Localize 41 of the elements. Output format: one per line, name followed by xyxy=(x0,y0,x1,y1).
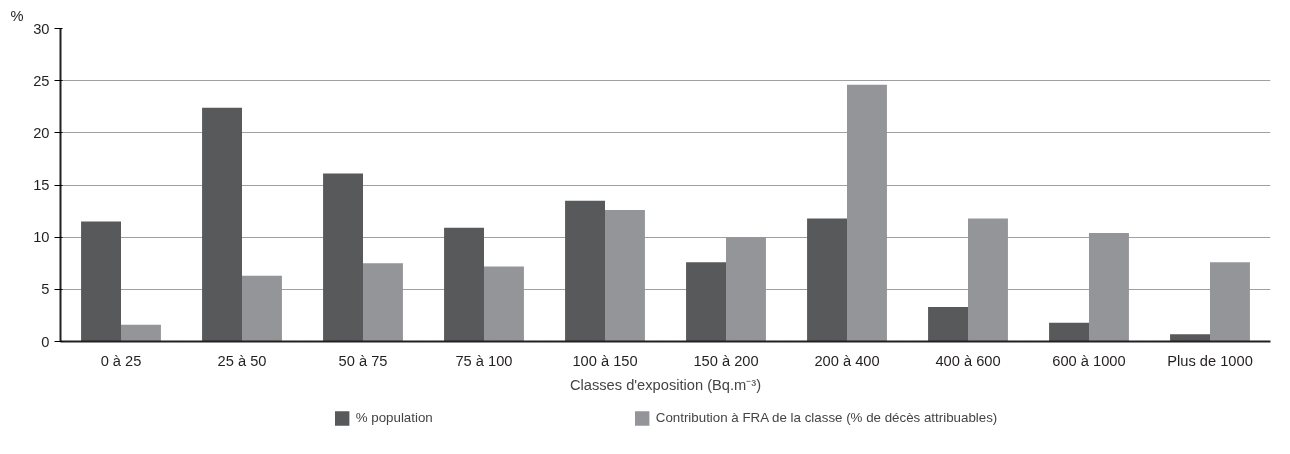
x-tick-label: 400 à 600 xyxy=(935,352,1001,369)
y-tick-label: 0 xyxy=(41,333,50,350)
bar xyxy=(847,84,887,342)
bar xyxy=(1170,334,1210,342)
x-tick-label: 50 à 75 xyxy=(338,352,388,369)
bar xyxy=(726,237,766,342)
y-tick-label: 10 xyxy=(33,229,50,246)
bar xyxy=(1049,322,1089,342)
x-tick-label: Plus de 1000 xyxy=(1167,352,1253,369)
bar xyxy=(484,266,524,342)
bar xyxy=(807,218,847,342)
bar xyxy=(363,263,403,342)
y-tick-label: 5 xyxy=(41,281,50,298)
x-tick-label: 150 à 200 xyxy=(693,352,759,369)
bar xyxy=(202,107,242,342)
bar xyxy=(968,218,1008,342)
y-tick-label: 30 xyxy=(33,20,50,37)
x-tick-label: 0 à 25 xyxy=(100,352,142,369)
bar xyxy=(1210,262,1250,342)
bar xyxy=(686,262,726,342)
y-axis-title: % xyxy=(10,7,24,24)
y-tick-label: 25 xyxy=(33,72,50,89)
legend-label: % population xyxy=(355,410,433,425)
bar xyxy=(1089,232,1129,342)
legend-label: Contribution à FRA de la classe (% de décès attribuables) xyxy=(655,410,998,425)
y-tick-label: 20 xyxy=(33,124,50,141)
bar xyxy=(444,227,484,342)
x-tick-label: 600 à 1000 xyxy=(1052,352,1126,369)
bar xyxy=(605,210,645,342)
x-tick-label: 100 à 150 xyxy=(572,352,638,369)
x-tick-label: 75 à 100 xyxy=(455,352,513,369)
x-axis-title: Classes d'exposition (Bq.m⁻³) xyxy=(569,376,762,393)
bar xyxy=(121,324,161,342)
bar xyxy=(565,200,605,342)
x-tick-label: 200 à 400 xyxy=(814,352,880,369)
x-tick-label: 25 à 50 xyxy=(217,352,267,369)
y-tick-label: 15 xyxy=(33,177,50,193)
bar xyxy=(81,221,121,342)
bar xyxy=(928,307,968,342)
bar xyxy=(323,173,363,342)
bar xyxy=(242,275,282,342)
